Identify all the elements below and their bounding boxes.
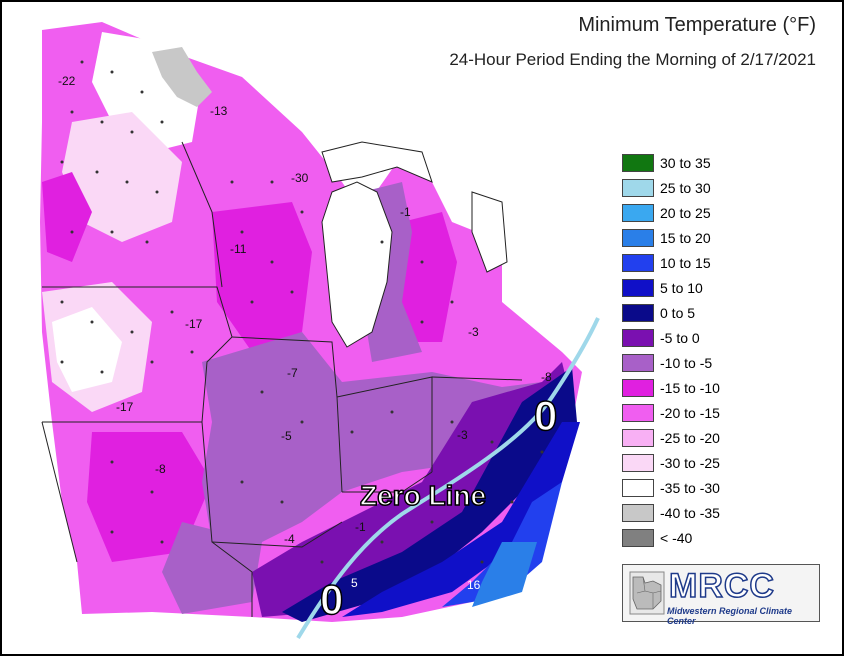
legend: 30 to 35 25 to 30 20 to 25 15 to 20 10 to 15… bbox=[622, 150, 720, 550]
legend-label: 25 to 30 bbox=[660, 179, 711, 196]
mrcc-logo: MRCC Midwestern Regional Climate Center bbox=[622, 564, 820, 626]
legend-swatch bbox=[622, 153, 654, 172]
legend-label: -40 to -35 bbox=[660, 504, 720, 521]
legend-label: < -40 bbox=[660, 529, 693, 546]
legend-item: 25 to 30 bbox=[622, 175, 720, 200]
midwest-map-icon bbox=[629, 571, 665, 615]
legend-label: -10 to -5 bbox=[660, 354, 713, 371]
map-title: Minimum Temperature (°F) bbox=[578, 14, 816, 36]
legend-swatch bbox=[622, 353, 654, 372]
logo-name: MRCC bbox=[668, 566, 775, 606]
legend-label: 15 to 20 bbox=[660, 229, 711, 246]
station-value: -7 bbox=[287, 366, 298, 380]
legend-label: -35 to -30 bbox=[660, 479, 720, 496]
station-value: -17 bbox=[116, 400, 134, 414]
legend-label: -5 to 0 bbox=[660, 329, 700, 346]
station-value: -1 bbox=[400, 205, 411, 219]
legend-label: 0 to 5 bbox=[660, 304, 696, 321]
station-value: -22 bbox=[58, 74, 76, 88]
station-value: -1 bbox=[355, 520, 366, 534]
legend-item: 0 to 5 bbox=[622, 300, 720, 325]
legend-swatch bbox=[622, 203, 654, 222]
legend-item: 30 to 35 bbox=[622, 150, 720, 175]
legend-label: -30 to -25 bbox=[660, 454, 720, 471]
region-mid-wi bbox=[212, 202, 312, 352]
region-cooler-band bbox=[202, 332, 542, 542]
lake-huron bbox=[471, 191, 508, 273]
legend-swatch bbox=[622, 378, 654, 397]
legend-label: -15 to -10 bbox=[660, 379, 720, 396]
legend-label: 5 to 10 bbox=[660, 279, 703, 296]
legend-swatch bbox=[622, 303, 654, 322]
legend-label: 20 to 25 bbox=[660, 204, 711, 221]
region-mid-mi bbox=[397, 212, 457, 342]
station-value: -8 bbox=[541, 370, 552, 384]
legend-swatch bbox=[622, 428, 654, 447]
lake-superior bbox=[321, 141, 433, 183]
legend-item: -20 to -15 bbox=[622, 400, 720, 425]
legend-item: < -40 bbox=[622, 525, 720, 550]
legend-label: 30 to 35 bbox=[660, 154, 711, 171]
legend-item: -5 to 0 bbox=[622, 325, 720, 350]
legend-item: -30 to -25 bbox=[622, 450, 720, 475]
legend-label: 10 to 15 bbox=[660, 254, 711, 271]
legend-item: -10 to -5 bbox=[622, 350, 720, 375]
legend-item: 15 to 20 bbox=[622, 225, 720, 250]
zero-marker-lower: 0 bbox=[319, 575, 344, 624]
legend-swatch bbox=[622, 253, 654, 272]
legend-swatch bbox=[622, 453, 654, 472]
legend-item: -35 to -30 bbox=[622, 475, 720, 500]
legend-swatch bbox=[622, 503, 654, 522]
station-value: -8 bbox=[155, 462, 166, 476]
station-value: -11 bbox=[230, 242, 247, 256]
legend-label: -20 to -15 bbox=[660, 404, 720, 421]
legend-swatch bbox=[622, 328, 654, 347]
map-subtitle: 24-Hour Period Ending the Morning of 2/1… bbox=[449, 50, 816, 69]
station-value: -13 bbox=[210, 104, 228, 118]
station-value: -4 bbox=[284, 532, 295, 546]
legend-item: 5 to 10 bbox=[622, 275, 720, 300]
region-cold-mn bbox=[62, 112, 182, 242]
legend-swatch bbox=[622, 478, 654, 497]
legend-label: -25 to -20 bbox=[660, 429, 720, 446]
region-cooler-mo bbox=[162, 522, 262, 614]
legend-item: 10 to 15 bbox=[622, 250, 720, 275]
legend-swatch bbox=[622, 403, 654, 422]
state-borders bbox=[41, 141, 523, 617]
region-10-to-15 bbox=[442, 482, 562, 607]
region-white-ia bbox=[52, 307, 122, 392]
region-near-zero bbox=[252, 362, 572, 617]
legend-swatch bbox=[622, 528, 654, 547]
logo-full-name: Midwestern Regional Climate Center bbox=[667, 606, 793, 626]
station-value: 16 bbox=[467, 578, 481, 592]
zero-marker-upper: 0 bbox=[533, 391, 558, 440]
lake-michigan bbox=[321, 181, 393, 348]
legend-item: 20 to 25 bbox=[622, 200, 720, 225]
zero-line-label: Zero Line bbox=[359, 479, 487, 512]
station-value: -30 bbox=[291, 171, 309, 185]
legend-item: -15 to -10 bbox=[622, 375, 720, 400]
zero-line-contour bbox=[296, 317, 600, 640]
station-value: -5 bbox=[281, 429, 292, 443]
station-value: -17 bbox=[185, 317, 203, 331]
region-15-to-20 bbox=[472, 542, 537, 607]
station-dots bbox=[60, 60, 544, 564]
station-value: -3 bbox=[457, 428, 468, 442]
station-value: 5 bbox=[351, 576, 358, 590]
legend-swatch bbox=[622, 228, 654, 247]
legend-swatch bbox=[622, 278, 654, 297]
legend-item: -25 to -20 bbox=[622, 425, 720, 450]
legend-item: -40 to -35 bbox=[622, 500, 720, 525]
legend-swatch bbox=[622, 178, 654, 197]
station-value: -3 bbox=[468, 325, 479, 339]
region-mid-mn bbox=[42, 172, 92, 262]
region-gray-mn bbox=[152, 47, 212, 107]
